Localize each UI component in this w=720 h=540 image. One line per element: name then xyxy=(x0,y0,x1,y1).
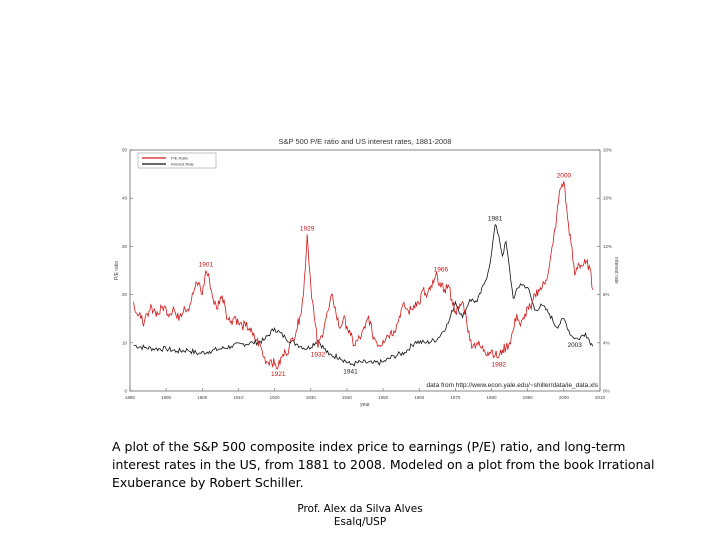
pe-chart: S&P 500 P/E ratio and US interest rates,… xyxy=(110,130,620,408)
chart-title: S&P 500 P/E ratio and US interest rates,… xyxy=(279,137,452,146)
chart-svg: S&P 500 P/E ratio and US interest rates,… xyxy=(114,137,619,408)
x-tick-label-1960: 1960 xyxy=(414,395,425,400)
figure-caption: A plot of the S&P 500 composite index pr… xyxy=(112,439,655,490)
x-tick-label-2000: 2000 xyxy=(559,395,570,400)
annotation-2003: 2003 xyxy=(567,342,582,349)
y-right-tick-label-5: 20% xyxy=(603,148,612,153)
x-tick-label-1900: 1900 xyxy=(197,395,208,400)
footer-institution: Esalq/USP xyxy=(333,516,387,528)
y-tick-label-10: 10 xyxy=(122,340,128,345)
source-note: data from http://www.econ.yale.edu/~shil… xyxy=(427,382,599,389)
plot-frame xyxy=(129,149,601,392)
series-pe-ratio-line xyxy=(133,181,594,370)
y-right-tick-label-0: 0% xyxy=(603,389,610,394)
x-axis-label: year xyxy=(360,402,370,408)
y-tick-label-30: 30 xyxy=(122,244,128,249)
x-tick-label-1950: 1950 xyxy=(378,395,389,400)
y-tick-label-40: 40 xyxy=(122,196,128,201)
annotation-1941: 1941 xyxy=(343,368,358,375)
y-tick-label-0: 0 xyxy=(124,389,127,394)
x-tick-label-1970: 1970 xyxy=(450,395,461,400)
x-tick-label-1880: 1880 xyxy=(125,395,136,400)
y-tick-label-20: 20 xyxy=(122,292,128,297)
legend-label-rate: Interest Rate xyxy=(171,162,195,167)
annotation-1921: 1921 xyxy=(271,371,286,378)
annotation-2000: 2000 xyxy=(557,172,572,179)
x-tick-label-1980: 1980 xyxy=(487,395,498,400)
annotation-1966: 1966 xyxy=(434,266,449,273)
legend-label-pe: P/E Ratio xyxy=(171,156,189,161)
x-tick-label-2010: 2010 xyxy=(595,395,606,400)
y-tick-label-50: 50 xyxy=(122,148,128,153)
y-right-tick-label-2: 8% xyxy=(603,292,610,297)
y-right-tick-label-4: 16% xyxy=(603,196,612,201)
x-tick-label-1890: 1890 xyxy=(161,395,172,400)
annotation-1929: 1929 xyxy=(300,225,315,232)
footer: Prof. Alex da Silva Alves Esalq/USP xyxy=(0,503,720,529)
series-interest-rate-line xyxy=(133,223,594,367)
annotation-1982: 1982 xyxy=(492,361,507,368)
annotation-1981: 1981 xyxy=(488,216,503,223)
x-tick-label-1930: 1930 xyxy=(306,395,317,400)
x-tick-label-1920: 1920 xyxy=(270,395,281,400)
x-tick-label-1910: 1910 xyxy=(233,395,244,400)
y-right-tick-label-1: 4% xyxy=(603,340,610,345)
x-tick-label-1940: 1940 xyxy=(342,395,353,400)
y-right-axis-label: interest rate xyxy=(613,257,619,284)
footer-author: Prof. Alex da Silva Alves xyxy=(297,503,423,515)
x-tick-label-1990: 1990 xyxy=(523,395,534,400)
annotation-1901: 1901 xyxy=(199,262,214,269)
annotation-1932: 1932 xyxy=(311,352,326,359)
y-right-tick-label-3: 12% xyxy=(603,244,612,249)
y-axis-label: P/E ratio xyxy=(114,261,120,280)
